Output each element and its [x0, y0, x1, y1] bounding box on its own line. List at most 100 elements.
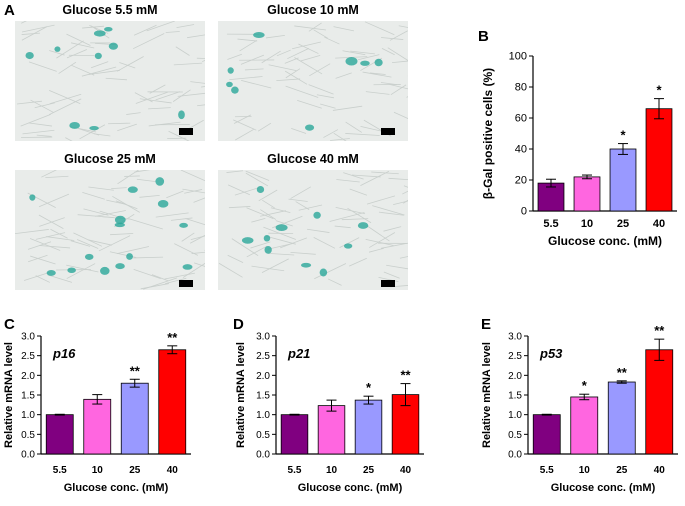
cell-fiber [330, 138, 350, 141]
cell-fiber [372, 205, 405, 216]
stained-cell [253, 31, 265, 38]
x-tick-label: 10 [581, 218, 593, 230]
significance-marker: * [366, 380, 372, 395]
y-tick-label: 2.5 [508, 351, 522, 362]
bar [645, 108, 673, 212]
stained-cell [93, 30, 106, 37]
cell-fiber [227, 184, 250, 196]
cell-fiber [28, 122, 53, 127]
cell-fiber [22, 129, 55, 135]
cell-fiber [386, 264, 408, 270]
cell-fiber [339, 237, 360, 249]
y-tick-label: 0.5 [256, 430, 270, 441]
cell-fiber [308, 22, 322, 32]
cell-fiber [116, 246, 150, 255]
cell-fiber [285, 85, 319, 98]
y-tick-label: 1.0 [256, 410, 270, 421]
bar [609, 148, 637, 212]
bar [83, 398, 112, 455]
cell-fiber [380, 37, 404, 40]
cell-fiber [49, 89, 81, 104]
stained-cell [241, 237, 254, 244]
cell-fiber [190, 81, 205, 84]
stained-cell [319, 268, 328, 277]
cell-fiber [260, 210, 287, 217]
significance-marker: * [656, 83, 662, 98]
stained-cell [67, 267, 76, 274]
cell-fiber [262, 199, 275, 209]
cell-fiber [46, 236, 75, 241]
cell-fiber [264, 235, 296, 245]
cell-fiber [39, 217, 65, 227]
cell-fiber [349, 257, 367, 267]
cell-fiber [196, 57, 205, 59]
cell-fiber [30, 99, 54, 113]
chart-d: 0.0 0.5 1.0 1.5 2.0 2.5 3.0 5.5 10 * 25 ** 40 Glucose… [235, 332, 424, 494]
y-tick-label: 0.5 [21, 430, 35, 441]
cell-fiber [165, 277, 187, 285]
cell-fiber [324, 36, 340, 45]
cell-fiber [313, 237, 336, 249]
cell-fiber [20, 113, 51, 127]
cell-fiber [111, 187, 127, 190]
cell-fiber [35, 275, 50, 283]
cell-fiber [327, 278, 342, 286]
cell-fiber [290, 186, 312, 199]
x-tick-label: 5.5 [543, 218, 558, 230]
cell-fiber [182, 188, 205, 194]
cell-fiber [349, 188, 368, 196]
scale-bar [381, 128, 395, 135]
cell-fiber [307, 228, 330, 233]
y-tick-label: 0 [521, 206, 527, 218]
cell-fiber [133, 256, 164, 259]
cell-fiber [180, 170, 205, 182]
cell-fiber [227, 53, 242, 60]
bar [158, 349, 187, 455]
cell-fiber [105, 77, 128, 81]
y-tick-label: 3.0 [256, 332, 270, 343]
cell-fiber [369, 72, 386, 75]
cell-fiber [89, 24, 109, 34]
stained-cell [357, 222, 369, 229]
bar [280, 414, 309, 455]
chart-title: p53 [539, 346, 563, 361]
cell-fiber [21, 26, 48, 41]
stained-cell [114, 215, 126, 225]
cell-fiber [146, 21, 175, 32]
cell-fiber [378, 276, 399, 283]
stained-cell [182, 264, 193, 270]
y-tick-label: 40 [515, 144, 527, 156]
x-axis-label: Glucose conc. (mM) [548, 234, 662, 248]
cell-fiber [49, 93, 82, 105]
cell-fiber [176, 24, 195, 28]
cell-fiber [88, 69, 120, 75]
cell-fiber [140, 283, 170, 290]
cell-fiber [45, 175, 69, 179]
cell-fiber [342, 50, 366, 56]
stained-cell [46, 270, 56, 276]
cell-fiber [365, 238, 394, 246]
cell-fiber [83, 208, 109, 216]
cell-fiber [28, 61, 57, 72]
micrograph-title-10: Glucose 10 mM [267, 3, 359, 17]
cell-fiber [246, 245, 268, 258]
y-tick-label: 3.0 [21, 332, 35, 343]
x-tick-label: 25 [129, 465, 141, 476]
cell-fiber [329, 212, 365, 222]
cell-fiber [117, 170, 140, 185]
cell-fiber [70, 42, 95, 49]
scale-bar [179, 128, 193, 135]
cell-fiber [155, 212, 189, 218]
chart-title: p16 [52, 346, 76, 361]
stained-cell [157, 200, 169, 208]
cell-fiber [388, 177, 408, 181]
cell-fiber [21, 24, 55, 33]
stained-cell [84, 253, 94, 260]
y-tick-label: 0.0 [21, 450, 35, 461]
cell-fiber [197, 104, 205, 107]
cell-fiber [341, 218, 369, 221]
cell-fiber [369, 232, 396, 248]
cell-fiber [347, 207, 372, 224]
cell-fiber [233, 119, 257, 131]
